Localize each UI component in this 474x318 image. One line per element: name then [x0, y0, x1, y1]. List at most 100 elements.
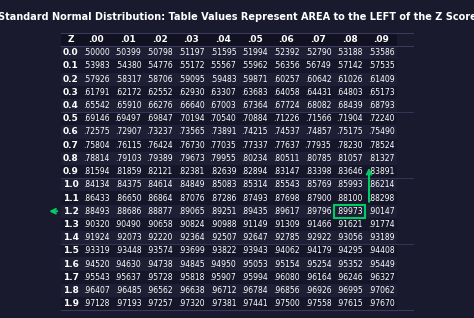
Bar — [302, 59, 334, 73]
Bar — [334, 284, 365, 297]
Bar — [144, 284, 175, 297]
Text: 0.6: 0.6 — [63, 128, 79, 136]
Bar — [144, 99, 175, 112]
Bar — [334, 231, 365, 244]
Bar — [61, 46, 81, 59]
Bar — [239, 244, 271, 258]
Text: .75175: .75175 — [337, 128, 363, 136]
Bar — [334, 86, 365, 99]
Bar — [81, 46, 112, 59]
Text: .80511: .80511 — [273, 154, 300, 163]
Bar — [144, 73, 175, 86]
Bar — [334, 73, 365, 86]
Text: .94295: .94295 — [337, 246, 363, 255]
Bar — [207, 86, 239, 99]
Text: .92507: .92507 — [210, 233, 236, 242]
Text: .94630: .94630 — [115, 259, 141, 269]
Text: .65173: .65173 — [368, 88, 394, 97]
Bar — [302, 165, 334, 178]
Text: .07: .07 — [310, 35, 326, 44]
Text: .96995: .96995 — [336, 286, 363, 295]
Bar — [365, 165, 397, 178]
Bar — [239, 86, 271, 99]
Text: 0.3: 0.3 — [63, 88, 79, 97]
Bar — [334, 139, 365, 152]
Bar — [61, 231, 81, 244]
Text: .66276: .66276 — [146, 101, 173, 110]
Bar — [302, 218, 334, 231]
Bar — [175, 99, 207, 112]
Text: 1.6: 1.6 — [63, 259, 79, 269]
Text: .62552: .62552 — [146, 88, 173, 97]
Bar — [81, 297, 112, 310]
Bar — [144, 112, 175, 125]
Text: .72575: .72575 — [83, 128, 109, 136]
Text: .80234: .80234 — [241, 154, 268, 163]
Bar — [239, 191, 271, 204]
Bar — [81, 204, 112, 218]
Text: .95994: .95994 — [241, 273, 268, 282]
Bar — [239, 231, 271, 244]
Bar — [144, 244, 175, 258]
Bar — [81, 99, 112, 112]
Bar — [365, 258, 397, 271]
Text: 0.1: 0.1 — [63, 61, 79, 70]
Bar — [302, 99, 334, 112]
Bar — [81, 165, 112, 178]
Text: .92785: .92785 — [273, 233, 300, 242]
Text: .94950: .94950 — [210, 259, 237, 269]
Bar — [207, 284, 239, 297]
Bar — [271, 86, 302, 99]
Bar — [112, 204, 144, 218]
Bar — [61, 244, 81, 258]
Text: .93056: .93056 — [336, 233, 363, 242]
Bar — [239, 178, 271, 191]
Text: .89796: .89796 — [305, 207, 331, 216]
Text: .79955: .79955 — [210, 154, 237, 163]
Bar — [271, 258, 302, 271]
Bar — [81, 218, 112, 231]
Text: .59095: .59095 — [178, 75, 205, 84]
Bar — [239, 258, 271, 271]
Text: 0.7: 0.7 — [63, 141, 79, 150]
Text: .96327: .96327 — [368, 273, 394, 282]
Text: .91149: .91149 — [241, 220, 268, 229]
Text: .96485: .96485 — [115, 286, 141, 295]
Bar — [302, 258, 334, 271]
Bar — [175, 112, 207, 125]
Bar — [112, 73, 144, 86]
Text: .82639: .82639 — [210, 167, 236, 176]
Bar — [81, 139, 112, 152]
Bar — [112, 218, 144, 231]
Bar — [207, 125, 239, 139]
Text: .96407: .96407 — [83, 286, 109, 295]
Bar — [81, 152, 112, 165]
Bar — [112, 33, 144, 46]
Text: .90320: .90320 — [83, 220, 109, 229]
Bar — [81, 258, 112, 271]
Text: .97062: .97062 — [368, 286, 394, 295]
Text: 1.7: 1.7 — [63, 273, 79, 282]
Text: .88686: .88686 — [115, 207, 141, 216]
Text: 0.8: 0.8 — [63, 154, 79, 163]
Bar — [207, 46, 239, 59]
Bar — [61, 178, 81, 191]
Text: .72907: .72907 — [115, 128, 141, 136]
Bar — [271, 204, 302, 218]
Bar — [81, 191, 112, 204]
Text: .64803: .64803 — [337, 88, 363, 97]
Text: .70540: .70540 — [210, 114, 237, 123]
Text: .06: .06 — [278, 35, 294, 44]
Text: .95907: .95907 — [210, 273, 237, 282]
Bar — [81, 271, 112, 284]
Bar — [175, 59, 207, 73]
Bar — [365, 59, 397, 73]
Bar — [175, 178, 207, 191]
Bar — [239, 33, 271, 46]
Bar — [239, 112, 271, 125]
Bar — [271, 99, 302, 112]
Bar — [144, 59, 175, 73]
Bar — [365, 218, 397, 231]
Text: 1.8: 1.8 — [63, 286, 79, 295]
Bar — [207, 178, 239, 191]
